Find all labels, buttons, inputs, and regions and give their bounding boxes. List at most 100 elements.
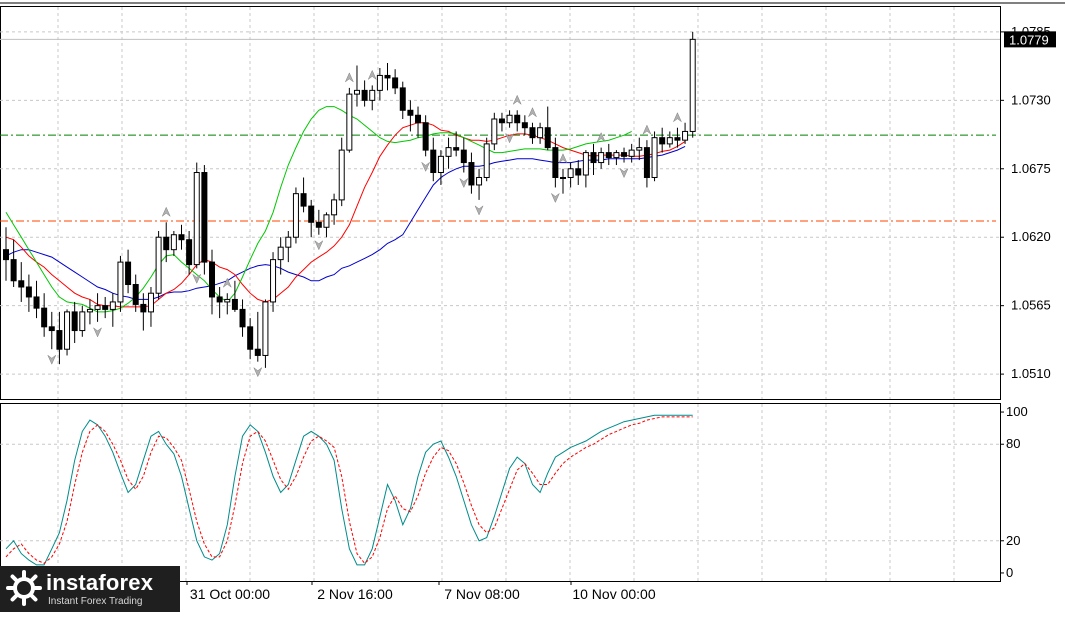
- fractal-down-marker: [474, 205, 484, 216]
- candle-bearish: [300, 193, 307, 207]
- candle-bearish: [33, 296, 40, 309]
- logo-tagline: Instant Forex Trading: [48, 596, 143, 607]
- candle-bearish: [453, 147, 460, 151]
- fractal-down-marker: [47, 354, 57, 365]
- fractal-up-marker: [527, 107, 538, 118]
- candle-bearish: [361, 89, 368, 101]
- candle-bearish: [544, 127, 551, 149]
- candle-bullish: [559, 176, 566, 179]
- candle-bearish: [3, 249, 9, 261]
- candle-bearish: [125, 261, 132, 286]
- price-tick-label: 1.0620: [1011, 229, 1051, 244]
- fractal-up-marker: [672, 112, 683, 123]
- logo-name: instaforex: [46, 570, 154, 595]
- candle-bullish: [353, 89, 360, 95]
- candle-bullish: [323, 214, 330, 228]
- candle-bullish: [270, 259, 277, 303]
- candle-bearish: [659, 137, 666, 145]
- candle-bullish: [376, 74, 383, 91]
- candle-bearish: [575, 168, 582, 176]
- candle-bearish: [102, 305, 109, 310]
- price-panel-frame: [0, 6, 1001, 400]
- price-tick-label: 1.0730: [1011, 92, 1051, 107]
- osc-tick-label: 100: [1006, 404, 1028, 419]
- candle-bearish: [132, 284, 139, 305]
- candle-bullish: [598, 152, 605, 164]
- current-price-label: 1.0779: [1009, 32, 1049, 47]
- instaforex-logo: instaforex Instant Forex Trading: [0, 566, 180, 612]
- candle-bullish: [117, 261, 124, 303]
- fractal-up-marker: [222, 277, 232, 288]
- candle-bullish: [491, 118, 498, 145]
- candle-bearish: [407, 109, 414, 116]
- candle-bearish: [41, 307, 48, 328]
- stochastic-signal-line: [5, 416, 693, 565]
- candle-bullish: [666, 137, 673, 145]
- fractal-up-marker: [367, 69, 377, 81]
- candle-bullish: [86, 308, 93, 313]
- candle-bearish: [384, 74, 391, 79]
- fractal-down-marker: [314, 239, 324, 251]
- fractal-up-marker: [344, 72, 354, 83]
- fractal-down-marker: [253, 366, 263, 378]
- candle-bearish: [25, 286, 32, 298]
- candle-bullish: [331, 199, 338, 216]
- candle-bullish: [445, 147, 452, 157]
- price-tick-label: 1.0675: [1011, 161, 1051, 176]
- candle-bearish: [498, 118, 505, 124]
- candle-bullish: [628, 149, 635, 157]
- fractal-down-marker: [619, 167, 629, 179]
- candle-bearish: [521, 122, 528, 129]
- candle-bearish: [247, 326, 254, 350]
- candle-bullish: [224, 298, 231, 303]
- candle-bullish: [483, 143, 490, 178]
- candle-bullish: [94, 305, 101, 310]
- candle-bearish: [71, 311, 78, 332]
- candle-bullish: [651, 137, 658, 178]
- fractal-down-marker: [459, 177, 469, 189]
- candle-bearish: [590, 152, 597, 164]
- candle-bullish: [689, 38, 696, 132]
- fractal-up-marker: [642, 124, 652, 135]
- candle-bearish: [621, 152, 628, 157]
- candle-bearish: [674, 137, 681, 141]
- candle-bullish: [682, 130, 689, 141]
- candle-bearish: [48, 326, 55, 332]
- candle-bullish: [346, 93, 353, 151]
- candle-bullish: [567, 168, 574, 178]
- candle-bullish: [155, 236, 162, 294]
- candle-bullish: [292, 193, 299, 238]
- moving-average-line: [5, 106, 632, 313]
- candle-bearish: [529, 127, 536, 139]
- candle-bullish: [170, 234, 177, 251]
- candle-bearish: [468, 162, 475, 186]
- osc-tick-label: 80: [1006, 436, 1020, 451]
- logo-mark-icon: [6, 570, 42, 606]
- oscillator-panel-frame: [0, 403, 1001, 582]
- stochastic-main-line: [5, 414, 693, 566]
- price-tick-label: 1.0565: [1011, 298, 1051, 313]
- fractal-down-marker: [421, 161, 431, 172]
- osc-tick-label: 0: [1006, 565, 1013, 580]
- candle-bullish: [262, 301, 269, 356]
- candle-bearish: [201, 172, 208, 263]
- candle-bearish: [552, 147, 559, 178]
- current-price-box: [1004, 31, 1056, 48]
- candle-bearish: [231, 298, 238, 310]
- candle-bearish: [308, 205, 315, 223]
- candle-bearish: [140, 303, 147, 313]
- osc-tick-label: 20: [1006, 533, 1020, 548]
- candle-bullish: [338, 149, 345, 201]
- candle-bearish: [430, 149, 437, 174]
- candle-bearish: [514, 114, 521, 124]
- candle-bearish: [399, 87, 406, 111]
- candle-bullish: [147, 292, 154, 313]
- candle-bearish: [254, 348, 261, 356]
- candle-bearish: [186, 239, 193, 266]
- price-tick-label: 1.0510: [1011, 366, 1051, 381]
- candle-bullish: [193, 172, 200, 266]
- candle-bullish: [636, 147, 643, 151]
- candle-bullish: [613, 152, 620, 159]
